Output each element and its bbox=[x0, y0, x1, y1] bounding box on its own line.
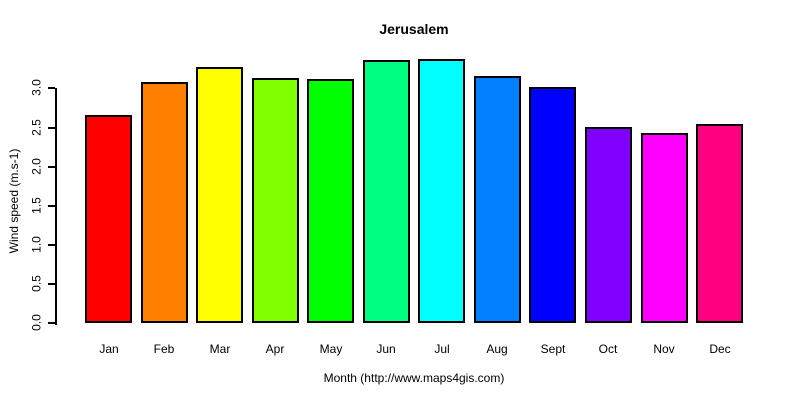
x-tick-label-nov: Nov bbox=[653, 342, 675, 356]
x-tick-label-jul: Jul bbox=[434, 342, 450, 356]
bar-jul bbox=[418, 59, 465, 323]
bar-nov bbox=[641, 133, 688, 323]
bar-sept bbox=[529, 87, 576, 323]
y-tick-label: 1.0 bbox=[29, 236, 44, 253]
x-tick-label-jun: Jun bbox=[376, 342, 396, 356]
y-tick-label: 3.0 bbox=[29, 79, 44, 96]
y-tick-mark bbox=[48, 283, 55, 285]
bar-apr bbox=[252, 78, 299, 323]
x-tick-label-aug: Aug bbox=[486, 342, 508, 356]
y-tick-mark bbox=[48, 244, 55, 246]
y-tick-label: 0.5 bbox=[29, 275, 44, 292]
y-tick-mark bbox=[48, 166, 55, 168]
y-tick-mark bbox=[48, 205, 55, 207]
y-tick-mark bbox=[48, 127, 55, 129]
x-tick-label-jan: Jan bbox=[99, 342, 119, 356]
y-tick-mark bbox=[48, 322, 55, 324]
y-tick-label: 2.5 bbox=[29, 119, 44, 136]
x-tick-label-may: May bbox=[319, 342, 343, 356]
bar-feb bbox=[141, 82, 188, 323]
bar-may bbox=[307, 79, 354, 323]
bar-oct bbox=[585, 127, 632, 323]
y-tick-label: 1.5 bbox=[29, 197, 44, 214]
y-tick-mark bbox=[48, 87, 55, 89]
y-tick-label: 2.0 bbox=[29, 158, 44, 175]
y-tick-label: 0.0 bbox=[29, 314, 44, 331]
bar-jan bbox=[85, 115, 132, 323]
x-tick-label-dec: Dec bbox=[709, 342, 731, 356]
y-axis-title: Wind speed (m.s-1) bbox=[7, 148, 21, 254]
x-tick-label-sept: Sept bbox=[540, 342, 566, 356]
x-axis-caption: Month (http://www.maps4gis.com) bbox=[323, 371, 505, 385]
x-tick-label-apr: Apr bbox=[265, 342, 285, 356]
x-tick-label-oct: Oct bbox=[598, 342, 618, 356]
chart-title: Jerusalem bbox=[379, 21, 449, 37]
bar-aug bbox=[474, 76, 521, 323]
y-axis-line bbox=[55, 88, 57, 325]
bar-jun bbox=[363, 60, 410, 323]
x-tick-label-mar: Mar bbox=[209, 342, 231, 356]
bar-mar bbox=[196, 67, 243, 323]
bar-dec bbox=[696, 124, 743, 323]
x-tick-label-feb: Feb bbox=[153, 342, 175, 356]
